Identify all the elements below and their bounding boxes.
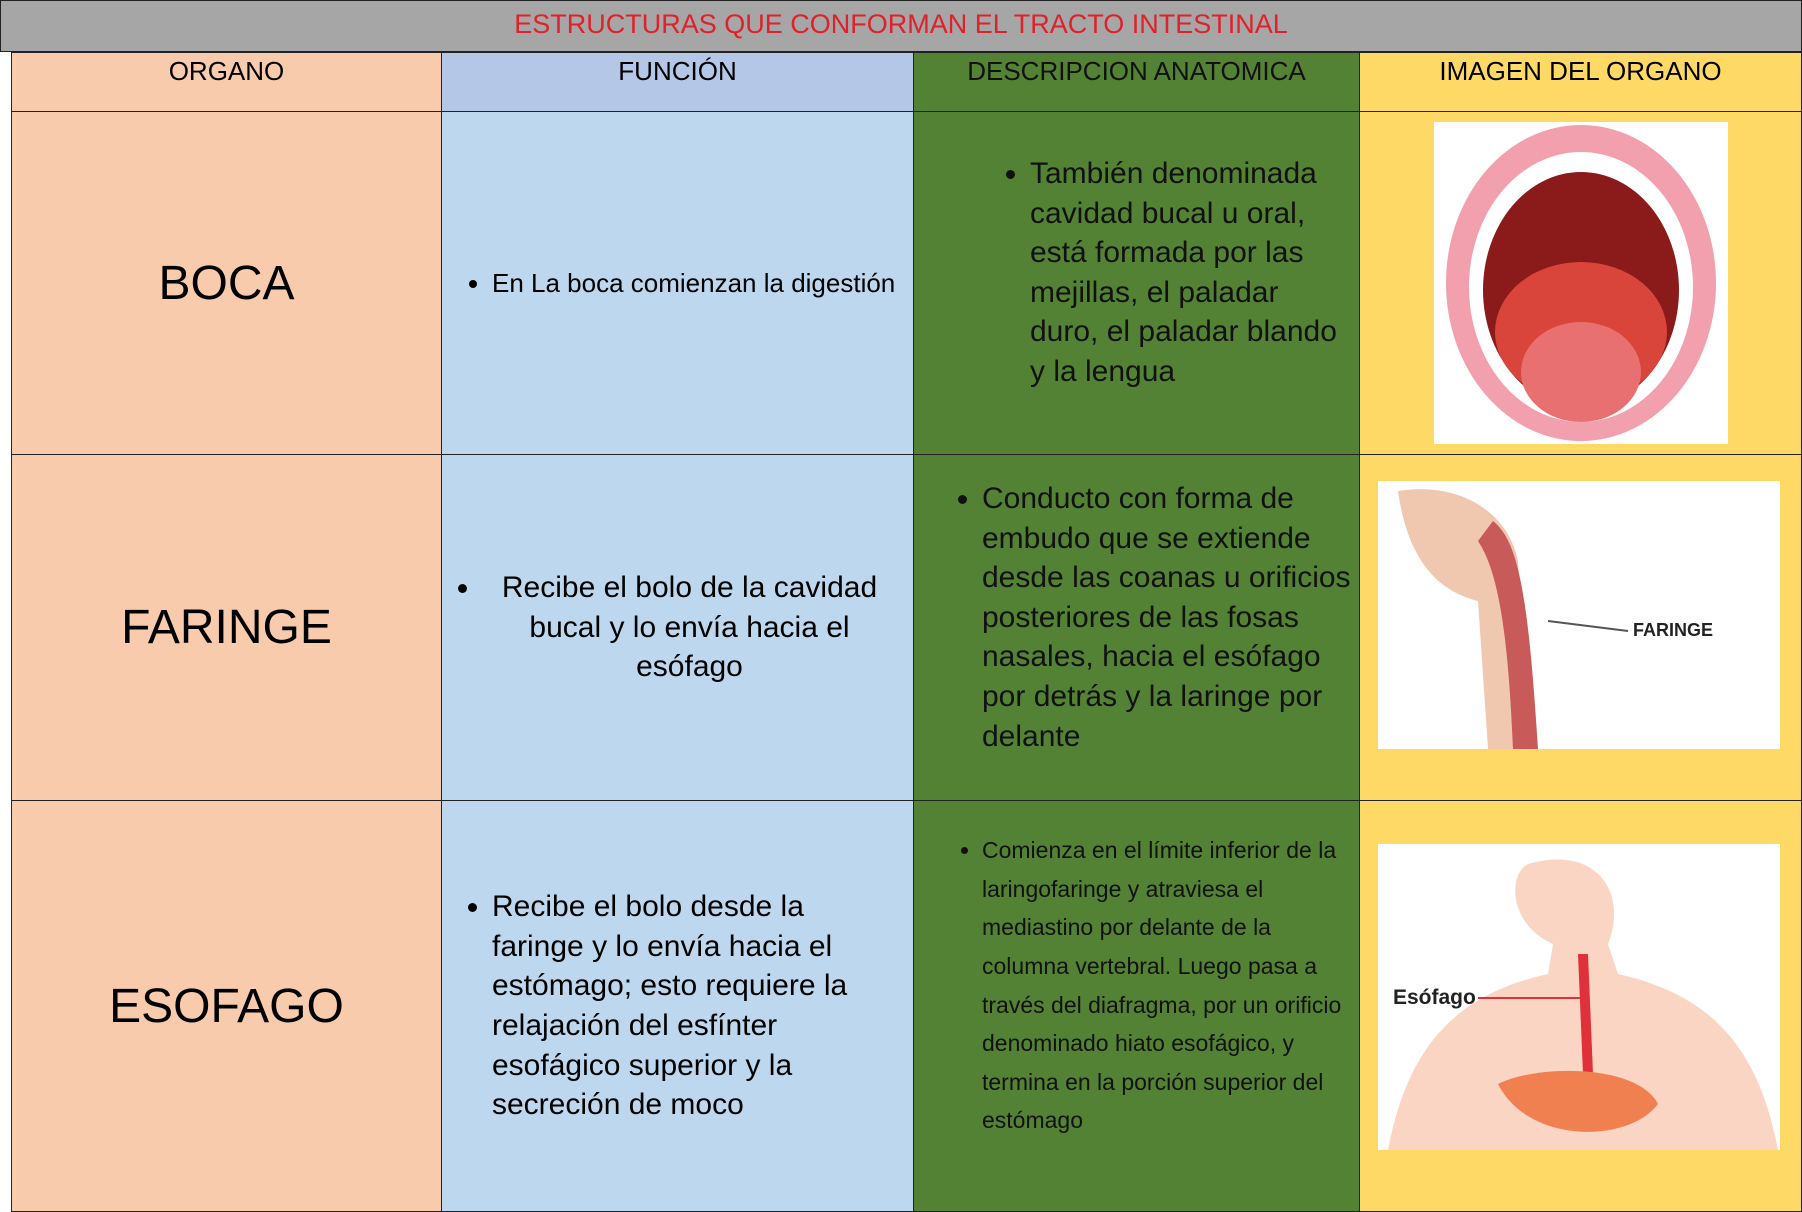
image-cell: FARINGE	[1359, 454, 1802, 801]
function: En La boca comienzan la digestión	[492, 266, 895, 300]
description-cell: También denominada cavidad bucal u oral,…	[913, 111, 1360, 455]
description: Conducto con forma de embudo que se exti…	[982, 479, 1353, 756]
description: Comienza en el límite inferior de la lar…	[982, 831, 1351, 1140]
image-label: FARINGE	[1633, 620, 1713, 640]
header: FUNCIÓN	[441, 52, 914, 112]
pharynx-image: FARINGE	[1378, 481, 1780, 749]
description: También denominada cavidad bucal u oral,…	[1030, 154, 1343, 392]
function-cell: Recibe el bolo de la cavidad bucal y lo …	[441, 454, 914, 801]
function: Recibe el bolo de la cavidad bucal y lo …	[482, 568, 897, 687]
function-cell: Recibe el bolo desde la faringe y lo env…	[441, 800, 914, 1212]
image-label: Esófago	[1393, 986, 1476, 1009]
esophagus-image: Esófago	[1378, 844, 1780, 1150]
description-cell: Comienza en el límite inferior de la lar…	[913, 800, 1360, 1212]
image-cell: Esófago	[1359, 800, 1802, 1212]
table-title: ESTRUCTURAS QUE CONFORMAN EL TRACTO INTE…	[0, 0, 1802, 52]
header: ORGANO	[11, 52, 442, 112]
organ: ESOFAGO	[109, 979, 344, 1033]
image-cell	[1359, 111, 1802, 455]
organ-cell: BOCA	[11, 111, 442, 455]
organ-cell: FARINGE	[11, 454, 442, 801]
header: IMAGEN DEL ORGANO	[1359, 52, 1802, 112]
organ: FARINGE	[121, 601, 332, 654]
mouth-image	[1434, 122, 1728, 444]
header: DESCRIPCION ANATOMICA	[913, 52, 1360, 112]
description-cell: Conducto con forma de embudo que se exti…	[913, 454, 1360, 801]
organ: BOCA	[158, 256, 295, 310]
organ-cell: ESOFAGO	[11, 800, 442, 1212]
function: Recibe el bolo desde la faringe y lo env…	[492, 887, 897, 1125]
function-cell: En La boca comienzan la digestión	[441, 111, 914, 455]
